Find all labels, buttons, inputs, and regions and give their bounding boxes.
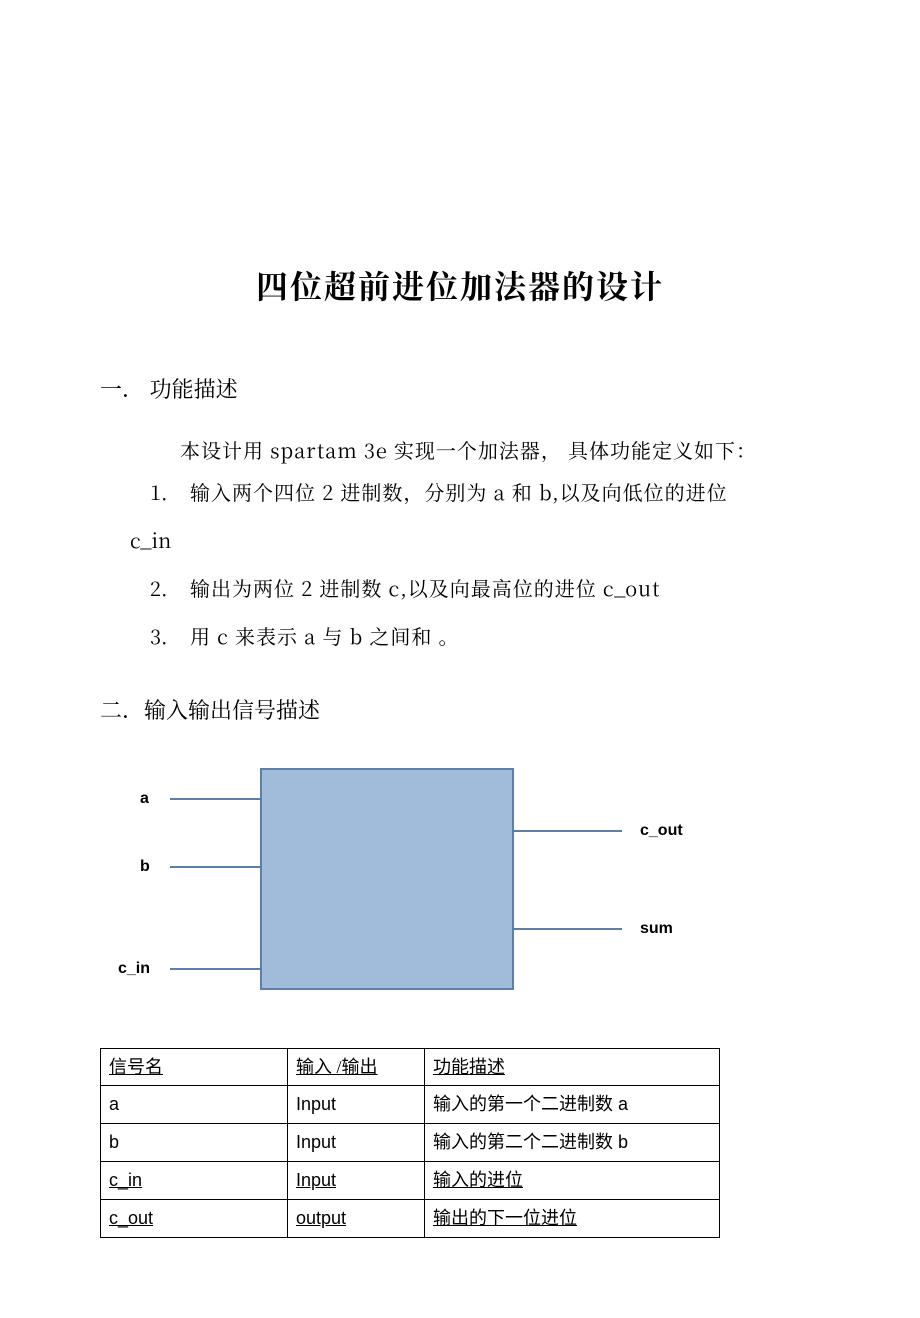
list-text: 输出为两位 2 进制数 c,以及向最高位的进位 c_out xyxy=(190,572,820,604)
table-header-row: 信号名 输入 /输出 功能描述 xyxy=(101,1048,720,1086)
table-cell: 输入的第二个二进制数 b xyxy=(425,1124,720,1162)
list-number: 3. xyxy=(150,620,190,652)
list-number: 2. xyxy=(150,572,190,604)
table-cell: b xyxy=(101,1124,288,1162)
list-text: 用 c 来表示 a 与 b 之间和 。 xyxy=(190,620,820,652)
wire-a xyxy=(170,798,260,800)
table-cell: c_out xyxy=(101,1199,288,1237)
section-1-intro: 本设计用 spartam 3e 实现一个加法器， 具体功能定义如下： xyxy=(180,434,820,466)
table-cell: 输入的第一个二进制数 a xyxy=(425,1086,720,1124)
wire-cin xyxy=(170,968,260,970)
list-number: 1. xyxy=(150,476,190,508)
list-text: 输入两个四位 2 进制数，分别为 a 和 b,以及向低位的进位 xyxy=(190,476,820,508)
doc-title: 四位超前进位加法器的设计 xyxy=(100,260,820,311)
block-diagram: a b c_in c_out sum xyxy=(110,768,770,1008)
label-b: b xyxy=(140,854,150,880)
table-row: c_in Input 输入的进位 xyxy=(101,1161,720,1199)
label-cin: c_in xyxy=(118,956,150,982)
table-cell: 输入的进位 xyxy=(425,1161,720,1199)
header-cell: 输入 /输出 xyxy=(288,1048,425,1086)
label-cout: c_out xyxy=(640,818,683,844)
header-cell: 信号名 xyxy=(101,1048,288,1086)
module-block xyxy=(260,768,514,990)
section-2-heading: 二．输入输出信号描述 xyxy=(100,692,820,727)
table-row: b Input 输入的第二个二进制数 b xyxy=(101,1124,720,1162)
list-continuation: c_in xyxy=(130,524,820,556)
section-1-heading: 一． 功能描述 xyxy=(100,371,820,406)
table-row: a Input 输入的第一个二进制数 a xyxy=(101,1086,720,1124)
wire-cout xyxy=(512,830,622,832)
table-cell: Input xyxy=(288,1161,425,1199)
wire-sum xyxy=(512,928,622,930)
header-cell: 功能描述 xyxy=(425,1048,720,1086)
list-item: 2. 输出为两位 2 进制数 c,以及向最高位的进位 c_out xyxy=(150,572,820,604)
list-item: 3. 用 c 来表示 a 与 b 之间和 。 xyxy=(150,620,820,652)
table-row: c_out output 输出的下一位进位 xyxy=(101,1199,720,1237)
page: 四位超前进位加法器的设计 一． 功能描述 本设计用 spartam 3e 实现一… xyxy=(0,0,920,1318)
table-cell: 输出的下一位进位 xyxy=(425,1199,720,1237)
table-cell: Input xyxy=(288,1124,425,1162)
table-cell: Input xyxy=(288,1086,425,1124)
label-sum: sum xyxy=(640,916,673,942)
table-cell: c_in xyxy=(101,1161,288,1199)
wire-b xyxy=(170,866,260,868)
table-cell: output xyxy=(288,1199,425,1237)
signal-table: 信号名 输入 /输出 功能描述 a Input 输入的第一个二进制数 a b I… xyxy=(100,1048,720,1238)
list-item: 1. 输入两个四位 2 进制数，分别为 a 和 b,以及向低位的进位 xyxy=(150,476,820,508)
table-cell: a xyxy=(101,1086,288,1124)
label-a: a xyxy=(140,786,149,812)
